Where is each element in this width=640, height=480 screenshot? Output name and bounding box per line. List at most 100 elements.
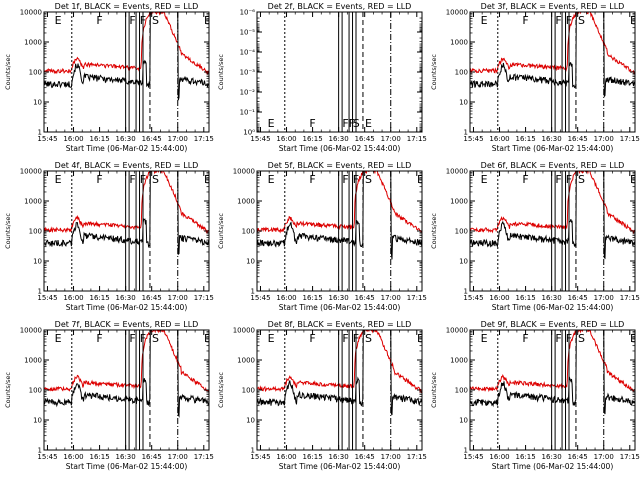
plot-frame xyxy=(256,11,423,133)
y-tick-label: 10000 xyxy=(20,9,42,17)
x-tick-label: 16:15 xyxy=(89,294,109,302)
marker-label: E xyxy=(268,332,275,345)
series-events-line xyxy=(257,330,422,416)
x-tick-label: 16:00 xyxy=(63,453,83,461)
x-tick-label: 16:30 xyxy=(542,453,562,461)
marker-label: S xyxy=(152,14,159,27)
panel-title: Det 6f, BLACK = Events, RED = LLD xyxy=(481,161,625,170)
x-tick-label: 17:00 xyxy=(381,135,401,143)
marker-label: E xyxy=(630,14,637,27)
marker-label: S xyxy=(152,173,159,186)
marker-label: E xyxy=(365,117,372,130)
y-tick-label: 100 xyxy=(242,387,255,395)
marker-label: E xyxy=(417,332,424,345)
y-tick-label: 1000 xyxy=(24,39,42,47)
y-tick-label: 1000 xyxy=(24,198,42,206)
x-axis-label: Start Time (06-Mar-02 15:44:00) xyxy=(492,462,614,471)
x-tick-label: 15:45 xyxy=(463,294,483,302)
panel-title: Det 4f, BLACK = Events, RED = LLD xyxy=(55,161,199,170)
x-tick-label: 16:15 xyxy=(89,453,109,461)
marker-label: F xyxy=(309,173,315,186)
x-tick-label: 16:45 xyxy=(568,135,588,143)
x-tick-label: 16:30 xyxy=(116,453,136,461)
marker-label: F xyxy=(96,14,102,27)
y-axis-label: Counts/sec xyxy=(430,213,438,249)
x-tick-label: 16:00 xyxy=(276,135,296,143)
y-tick-label: 10000 xyxy=(446,327,468,335)
marker-label: F xyxy=(555,14,561,27)
y-tick-label: 1000 xyxy=(237,357,255,365)
x-tick-label: 15:45 xyxy=(250,135,270,143)
x-axis-label: Start Time (06-Mar-02 15:44:00) xyxy=(66,303,188,312)
marker-label: E xyxy=(630,332,637,345)
series-lld-line xyxy=(257,171,422,234)
marker-label: E xyxy=(55,332,62,345)
x-tick-label: 17:00 xyxy=(168,135,188,143)
marker-label: E xyxy=(55,14,62,27)
y-tick-label: 10 xyxy=(33,258,42,266)
marker-label: F xyxy=(140,173,146,186)
y-axis-label: Counts/sec xyxy=(217,54,225,90)
marker-label: S xyxy=(578,14,585,27)
x-tick-label: 17:00 xyxy=(381,294,401,302)
y-axis-label: Counts/sec xyxy=(4,54,12,90)
series-events-line xyxy=(44,330,209,418)
x-axis-label: Start Time (06-Mar-02 15:44:00) xyxy=(492,144,614,153)
marker-label: F xyxy=(566,332,572,345)
x-tick-label: 17:00 xyxy=(594,135,614,143)
x-tick-label: 15:45 xyxy=(250,453,270,461)
y-tick-label: 10000 xyxy=(233,168,255,176)
y-tick-label: 10000 xyxy=(446,9,468,17)
x-tick-label: 16:45 xyxy=(142,453,162,461)
series-events-line xyxy=(44,12,209,101)
y-tick-label: 1000 xyxy=(450,357,468,365)
x-tick-label: 16:15 xyxy=(515,135,535,143)
y-tick-label: 1000 xyxy=(450,39,468,47)
x-tick-label: 16:30 xyxy=(542,294,562,302)
y-tick-label: 100 xyxy=(455,387,468,395)
x-tick-label: 15:45 xyxy=(37,135,57,143)
x-tick-label: 17:00 xyxy=(168,453,188,461)
y-tick-label: 100 xyxy=(455,69,468,77)
x-axis-label: Start Time (06-Mar-02 15:44:00) xyxy=(66,144,188,153)
y-axis-label: Counts/sec xyxy=(217,372,225,408)
x-tick-label: 16:00 xyxy=(63,135,83,143)
x-tick-label: 16:45 xyxy=(142,294,162,302)
marker-label: S xyxy=(365,332,372,345)
marker-label: F xyxy=(555,332,561,345)
y-tick-label: 1000 xyxy=(24,357,42,365)
marker-label: S xyxy=(578,332,585,345)
y-tick-label: 1 xyxy=(464,288,468,296)
marker-label: F xyxy=(140,332,146,345)
y-axis-label: Counts/sec xyxy=(430,372,438,408)
x-tick-label: 17:15 xyxy=(407,453,427,461)
y-tick-label: 10 xyxy=(33,99,42,107)
marker-label: F xyxy=(555,173,561,186)
marker-label: F xyxy=(129,332,135,345)
marker-label: F xyxy=(129,173,135,186)
y-tick-label: 1 xyxy=(38,129,42,137)
series-lld-line xyxy=(44,12,209,75)
y-tick-label: 10⁻² xyxy=(240,89,256,97)
series-events-line xyxy=(470,171,635,260)
x-tick-label: 16:00 xyxy=(489,453,509,461)
x-tick-label: 16:15 xyxy=(89,135,109,143)
marker-label: F xyxy=(522,173,528,186)
marker-label: F xyxy=(140,14,146,27)
marker-label: F xyxy=(129,14,135,27)
panel-title: Det 9f, BLACK = Events, RED = LLD xyxy=(481,320,625,329)
x-tick-label: 17:15 xyxy=(194,294,214,302)
marker-label: E xyxy=(268,173,275,186)
x-tick-label: 17:15 xyxy=(620,135,640,143)
x-tick-label: 16:30 xyxy=(329,453,349,461)
x-tick-label: 17:15 xyxy=(194,135,214,143)
plot-frame xyxy=(256,329,423,451)
x-tick-label: 17:00 xyxy=(594,453,614,461)
series-events-line xyxy=(470,330,635,415)
y-tick-label: 100 xyxy=(29,228,42,236)
y-tick-label: 10⁰ xyxy=(243,129,255,137)
